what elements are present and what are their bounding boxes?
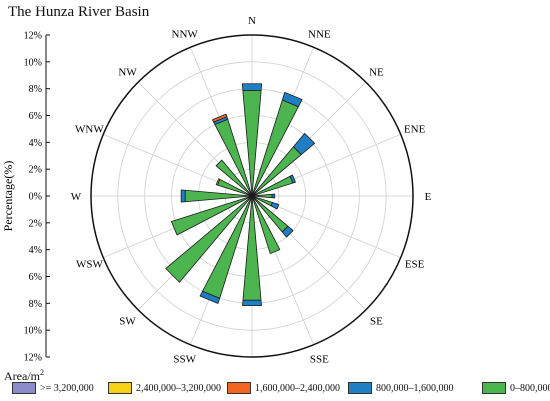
legend-swatch [227, 382, 251, 394]
legend-swatch [348, 382, 372, 394]
bar-segment-SSW [199, 290, 221, 304]
direction-labels: NNNENEENEEESESESSESSSWSWWSWWWNWNWNNW [71, 15, 432, 366]
direction-label-SSW: SSW [173, 354, 196, 366]
bar-segment-WNW [215, 178, 221, 186]
bars-group [165, 83, 316, 307]
bar-segment-WSW [171, 195, 253, 236]
bar-segment-SW [165, 195, 253, 283]
bar-segment-NNW [212, 113, 228, 123]
radial-axis: 12% 10% 8% 6% 4% 2% 0% 2% 4% 6% 8% 10% 12% [24, 31, 50, 364]
direction-label-NE: NE [369, 67, 384, 79]
r-tick-label: 12% [24, 31, 42, 42]
r-tick-label: 6% [29, 272, 42, 283]
legend-item: 0–800,000 [482, 380, 550, 396]
legend-label: 2,400,000–3,200,000 [136, 382, 221, 394]
legend-swatch [482, 382, 506, 394]
r-tick-label: 8% [29, 299, 42, 310]
bar-segment-SSE [251, 195, 281, 254]
direction-label-NNE: NNE [308, 28, 331, 40]
wind-rose-chart: 12% 10% 8% 6% 4% 2% 0% 2% 4% 6% 8% 10% 12% N NNE NE ENE… [1, 15, 432, 366]
y-axis-label: Percentage(%) [1, 161, 15, 232]
bar-segment-N [241, 83, 263, 91]
r-tick-label: 12% [24, 353, 42, 364]
r-tick-label: 6% [29, 111, 42, 122]
bar-segment-NE [293, 132, 316, 155]
legend-swatch [108, 382, 132, 394]
r-tick-label: 4% [29, 245, 42, 256]
legend-item: 800,000–1,600,000 [348, 380, 454, 396]
r-tick-label: 4% [29, 138, 42, 149]
direction-label-WSW: WSW [76, 258, 104, 270]
r-tick-label: 10% [24, 326, 42, 337]
bar-segment-ENE [289, 174, 296, 184]
direction-label-SW: SW [119, 315, 136, 327]
direction-label-NNW: NNW [172, 28, 199, 40]
r-tick-label: 10% [24, 57, 42, 68]
direction-label-ESE: ESE [405, 258, 425, 270]
legend-item: 1,600,000–2,400,000 [227, 380, 340, 396]
outer-circle [90, 34, 414, 358]
bar-segment-E [271, 193, 276, 199]
bar-segment-S [242, 299, 262, 307]
legend-title: Area/m2 [4, 368, 44, 383]
direction-label-E: E [425, 191, 432, 203]
r-tick-label: 8% [29, 84, 42, 95]
direction-label-SSE: SSE [310, 354, 329, 366]
direction-label-WNW: WNW [75, 124, 104, 136]
r-tick-label: 0% [29, 192, 42, 203]
legend-label: 1,600,000–2,400,000 [255, 382, 340, 394]
direction-label-ENE: ENE [404, 124, 426, 136]
legend-item: 2,400,000–3,200,000 [108, 380, 221, 396]
legend: Area/m2 >= 3,200,000 2,400,000–3,200,000 1… [0, 366, 550, 401]
direction-label-N: N [248, 15, 256, 27]
chart-title: The Hunza River Basin [8, 4, 150, 20]
bar-segment-NNE [281, 91, 303, 108]
direction-label-W: W [71, 191, 82, 203]
direction-label-NW: NW [118, 67, 137, 79]
r-tick-label: 2% [29, 165, 42, 176]
bar-segment-NW [215, 159, 253, 197]
legend-item: >= 3,200,000 [12, 380, 94, 396]
legend-label: 0–800,000 [510, 382, 550, 394]
legend-swatch [12, 382, 36, 394]
bar-segment-SE [281, 225, 294, 238]
legend-label: 800,000–1,600,000 [376, 382, 454, 394]
r-tick-label: 2% [29, 218, 42, 229]
bar-segment-W [180, 189, 186, 203]
bar-segment-ESE [270, 202, 280, 210]
legend-label: >= 3,200,000 [40, 382, 94, 394]
direction-label-SE: SE [370, 315, 383, 327]
